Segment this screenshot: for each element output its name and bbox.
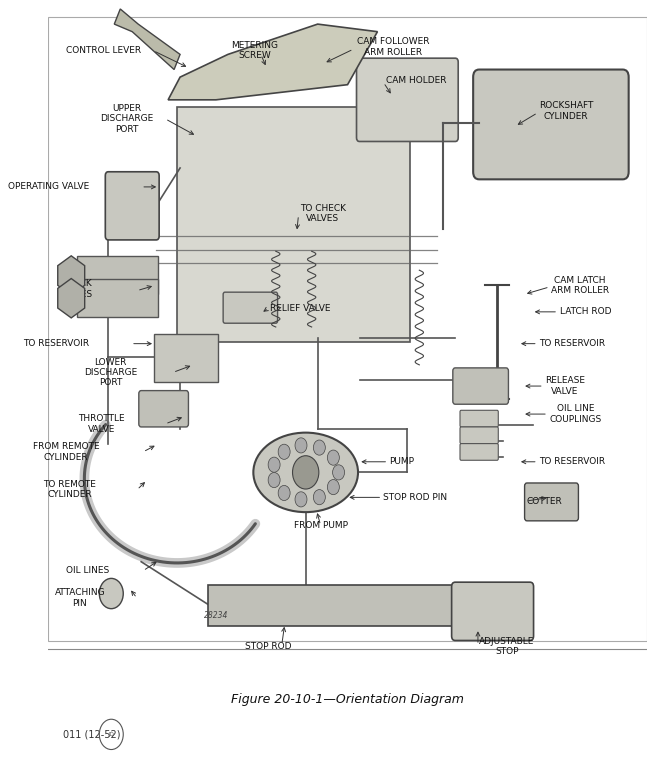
Text: COTTER: COTTER bbox=[527, 496, 562, 505]
Text: LATCH ROD: LATCH ROD bbox=[560, 307, 611, 316]
FancyBboxPatch shape bbox=[76, 256, 158, 294]
Text: 011 (12-52): 011 (12-52) bbox=[64, 730, 121, 739]
Circle shape bbox=[314, 489, 325, 505]
Text: THROTTLE
VALVE: THROTTLE VALVE bbox=[78, 414, 125, 434]
Text: TO RESERVOIR: TO RESERVOIR bbox=[539, 458, 605, 467]
FancyBboxPatch shape bbox=[106, 172, 159, 240]
FancyBboxPatch shape bbox=[525, 483, 579, 521]
Circle shape bbox=[295, 438, 307, 453]
Text: 28234: 28234 bbox=[204, 611, 228, 619]
Circle shape bbox=[292, 456, 319, 489]
Circle shape bbox=[268, 473, 280, 488]
FancyBboxPatch shape bbox=[453, 368, 509, 404]
Ellipse shape bbox=[253, 432, 358, 512]
Circle shape bbox=[314, 440, 325, 455]
FancyBboxPatch shape bbox=[460, 410, 498, 427]
FancyBboxPatch shape bbox=[460, 427, 498, 444]
Text: STOP ROD: STOP ROD bbox=[246, 642, 292, 651]
Text: OPERATING VALVE: OPERATING VALVE bbox=[8, 182, 89, 192]
Polygon shape bbox=[168, 24, 377, 100]
Text: Figure 20-10-1—Orientation Diagram: Figure 20-10-1—Orientation Diagram bbox=[231, 693, 464, 706]
Circle shape bbox=[327, 450, 340, 465]
FancyBboxPatch shape bbox=[356, 59, 458, 141]
Text: CONTROL LEVER: CONTROL LEVER bbox=[66, 46, 141, 55]
Circle shape bbox=[268, 457, 280, 472]
Circle shape bbox=[327, 480, 340, 495]
FancyBboxPatch shape bbox=[76, 278, 158, 317]
Text: FROM REMOTE
CYLINDER: FROM REMOTE CYLINDER bbox=[32, 442, 99, 461]
Text: PUMP: PUMP bbox=[389, 458, 415, 467]
Text: OIL LINES: OIL LINES bbox=[66, 566, 110, 575]
FancyBboxPatch shape bbox=[177, 107, 410, 342]
Text: ADJUSTABLE
STOP: ADJUSTABLE STOP bbox=[479, 637, 535, 656]
Text: CAM FOLLOWER
ARM ROLLER: CAM FOLLOWER ARM ROLLER bbox=[356, 37, 429, 56]
Text: TO RESERVOIR: TO RESERVOIR bbox=[539, 339, 605, 348]
Circle shape bbox=[278, 444, 290, 459]
Circle shape bbox=[99, 578, 123, 609]
Polygon shape bbox=[114, 9, 180, 69]
FancyBboxPatch shape bbox=[460, 444, 498, 461]
Bar bbox=[49, 17, 647, 641]
Text: OIL LINE
COUPLINGS: OIL LINE COUPLINGS bbox=[550, 404, 602, 424]
FancyBboxPatch shape bbox=[223, 292, 277, 323]
Text: FROM PUMP: FROM PUMP bbox=[294, 521, 348, 530]
FancyBboxPatch shape bbox=[154, 334, 218, 382]
Text: CAM HOLDER: CAM HOLDER bbox=[386, 77, 447, 85]
FancyBboxPatch shape bbox=[473, 69, 629, 179]
Text: JD: JD bbox=[108, 732, 114, 737]
Text: STOP ROD PIN: STOP ROD PIN bbox=[384, 493, 448, 502]
Text: RELEASE
VALVE: RELEASE VALVE bbox=[545, 376, 585, 396]
FancyBboxPatch shape bbox=[208, 585, 463, 626]
Circle shape bbox=[332, 465, 345, 480]
Text: TO REMOTE
CYLINDER: TO REMOTE CYLINDER bbox=[43, 480, 97, 499]
Circle shape bbox=[295, 492, 307, 507]
Text: ATTACHING
PIN: ATTACHING PIN bbox=[54, 588, 106, 608]
Text: CAM LATCH
ARM ROLLER: CAM LATCH ARM ROLLER bbox=[551, 276, 609, 295]
Text: RELIEF VALVE: RELIEF VALVE bbox=[270, 303, 330, 312]
Circle shape bbox=[278, 486, 290, 501]
FancyBboxPatch shape bbox=[452, 582, 533, 641]
Text: TO CHECK
VALVES: TO CHECK VALVES bbox=[300, 204, 345, 223]
Text: CHECK
VALVES: CHECK VALVES bbox=[60, 280, 93, 299]
Text: TO RESERVOIR: TO RESERVOIR bbox=[23, 339, 89, 348]
Text: ROCKSHAFT
CYLINDER: ROCKSHAFT CYLINDER bbox=[539, 102, 594, 121]
FancyBboxPatch shape bbox=[139, 391, 189, 427]
Text: LOWER
DISCHARGE
PORT: LOWER DISCHARGE PORT bbox=[84, 357, 137, 388]
Text: METERING
SCREW: METERING SCREW bbox=[231, 41, 279, 60]
Text: UPPER
DISCHARGE
PORT: UPPER DISCHARGE PORT bbox=[100, 104, 153, 134]
